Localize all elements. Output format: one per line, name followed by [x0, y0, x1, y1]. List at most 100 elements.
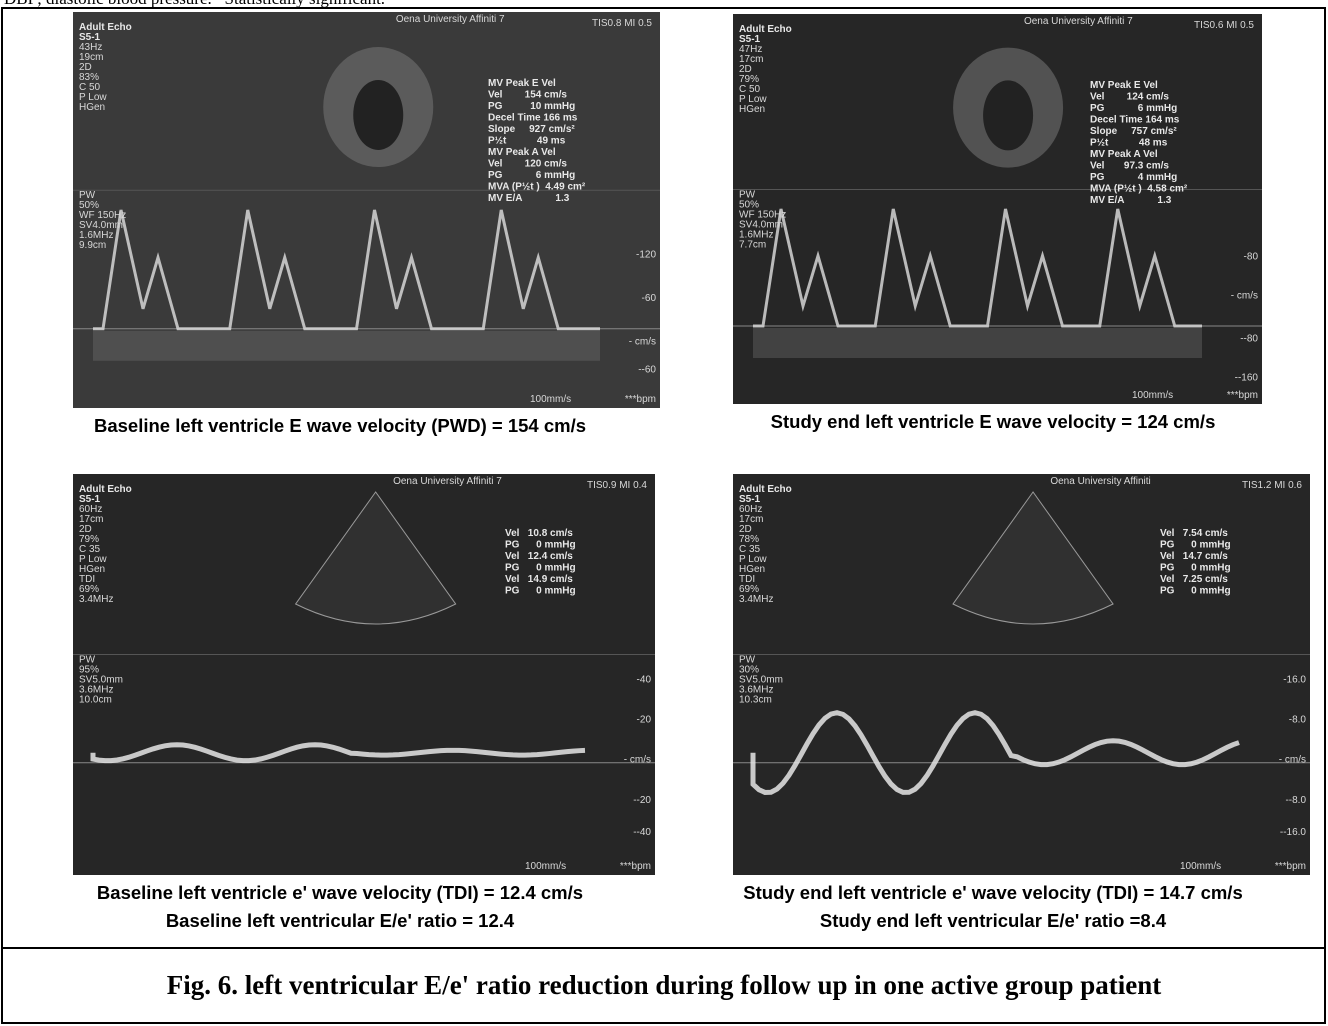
scale-label: -80 [1244, 252, 1259, 263]
setting-label: 60Hz [739, 504, 762, 515]
image-header: Oena University Affiniti 7 [393, 476, 502, 487]
setting-label: P Low [739, 554, 767, 565]
doppler-setting: PW [739, 189, 756, 200]
doppler-setting: 10.0cm [79, 694, 112, 705]
doppler-setting: SV5.0mm [79, 674, 123, 685]
measurement: Decel Time 164 ms [1090, 115, 1180, 126]
measurement: MVA (P½t ) 4.49 cm² [488, 182, 586, 193]
setting-label: HGen [739, 564, 765, 575]
setting-label: 2D [739, 524, 752, 535]
doppler-setting: WF 150Hz [739, 209, 786, 220]
sweep-speed: 100mm/s [1132, 390, 1173, 401]
measurement: P½t 48 ms [1090, 138, 1168, 149]
doppler-setting: PW [79, 654, 96, 665]
setting-label: 83% [79, 72, 99, 83]
setting-label: 79% [79, 534, 99, 545]
setting-label: TDI [739, 574, 755, 585]
sweep-speed: 100mm/s [525, 861, 566, 872]
setting-label: 17cm [739, 54, 763, 65]
setting-label: Adult Echo [739, 24, 792, 35]
measurement: Vel 14.9 cm/s [505, 574, 573, 585]
doppler-noise [93, 330, 600, 361]
measurement: PG 4 mmHg [1090, 172, 1177, 183]
doppler-setting: 3.6MHz [739, 684, 773, 695]
setting-label: P Low [739, 94, 767, 105]
scale-label: - cm/s [1231, 291, 1258, 302]
setting-label: 3.4MHz [739, 594, 773, 605]
setting-label: Adult Echo [79, 22, 132, 33]
figure-caption: Fig. 6. left ventricular E/e' ratio redu… [167, 970, 1161, 1000]
doppler-setting: 7.7cm [739, 239, 766, 250]
setting-label: Adult Echo [739, 484, 792, 495]
image-header: Oena University Affiniti 7 [1024, 16, 1133, 27]
measurement: MV Peak E Vel [488, 78, 556, 89]
measurement: PG 0 mmHg [1160, 563, 1231, 574]
doppler-setting: 50% [739, 199, 759, 210]
echo-image: Oena University Affiniti 7 TIS0.8 MI 0.5 A… [73, 12, 660, 408]
scale-label: -60 [642, 293, 657, 304]
measurement: Vel 154 cm/s [488, 90, 567, 101]
setting-label: C 35 [79, 544, 101, 555]
two-d-view-core [983, 80, 1034, 151]
heart-rate: ***bpm [625, 394, 656, 405]
scale-label: - cm/s [1279, 755, 1306, 766]
scale-label: --40 [633, 827, 651, 838]
setting-label: S5-1 [739, 34, 761, 45]
panel-caption: Study end left ventricle E wave velocity… [771, 411, 1216, 432]
measurement: PG 0 mmHg [1160, 586, 1231, 597]
measurement: PG 6 mmHg [1090, 103, 1177, 114]
doppler-noise [753, 328, 1202, 358]
header-note: DBP; diastolic blood pressure. *Statisti… [4, 0, 385, 8]
setting-label: 3.4MHz [79, 594, 113, 605]
measurement: MV E/A 1.3 [488, 193, 570, 204]
heart-rate: ***bpm [1227, 390, 1258, 401]
heart-rate: ***bpm [620, 861, 651, 872]
scale-label: -16.0 [1283, 675, 1306, 686]
scale-label: --8.0 [1285, 795, 1306, 806]
panel-caption: Study end left ventricle e' wave velocit… [743, 882, 1242, 903]
setting-label: HGen [79, 102, 105, 113]
scale-label: -8.0 [1289, 715, 1307, 726]
sector [294, 491, 457, 625]
image-header: TIS0.6 MI 0.5 [1194, 20, 1254, 31]
two-d-view-core [353, 79, 404, 150]
setting-label: S5-1 [79, 32, 101, 43]
sweep-speed: 100mm/s [530, 394, 571, 405]
tdi-waveform [90, 742, 586, 764]
measurement: MV Peak A Vel [488, 147, 556, 158]
sector [952, 491, 1114, 625]
doppler-setting: PW [739, 654, 756, 665]
doppler-waveform [753, 208, 1202, 328]
setting-label: 47Hz [739, 44, 762, 55]
figure-border [1, 7, 1326, 1024]
setting-label: P Low [79, 554, 107, 565]
measurement: Slope 927 cm/s² [488, 124, 575, 135]
scale-label: --16.0 [1280, 827, 1307, 838]
scale-label: --160 [1235, 373, 1259, 384]
doppler-setting: PW [79, 190, 96, 201]
image-header: TIS0.8 MI 0.5 [592, 18, 652, 29]
heart-rate: ***bpm [1275, 861, 1306, 872]
doppler-setting: 10.3cm [739, 694, 772, 705]
image-header: TIS0.9 MI 0.4 [587, 480, 647, 491]
doppler-setting: 1.6MHz [79, 230, 113, 241]
setting-label: 19cm [79, 52, 103, 63]
measurement: Vel 14.7 cm/s [1160, 551, 1228, 562]
image-header: TIS1.2 MI 0.6 [1242, 480, 1302, 491]
scale-label: --80 [1240, 334, 1258, 345]
scale-label: --60 [638, 364, 656, 375]
measurement: Vel 7.54 cm/s [1160, 528, 1228, 539]
panel-caption: Baseline left ventricle e' wave velocity… [97, 882, 583, 903]
setting-label: S5-1 [739, 494, 761, 505]
measurement: MV E/A 1.3 [1090, 195, 1172, 206]
setting-label: 43Hz [79, 42, 102, 53]
setting-label: S5-1 [79, 494, 101, 505]
measurement: Vel 7.25 cm/s [1160, 574, 1228, 585]
scale-label: -40 [637, 675, 652, 686]
doppler-setting: 50% [79, 200, 99, 211]
measurement: PG 0 mmHg [505, 540, 576, 551]
measurement: Vel 97.3 cm/s [1090, 161, 1169, 172]
measurement: Vel 12.4 cm/s [505, 551, 573, 562]
measurement: Slope 757 cm/s² [1090, 126, 1177, 137]
measurement: MV Peak A Vel [1090, 149, 1158, 160]
